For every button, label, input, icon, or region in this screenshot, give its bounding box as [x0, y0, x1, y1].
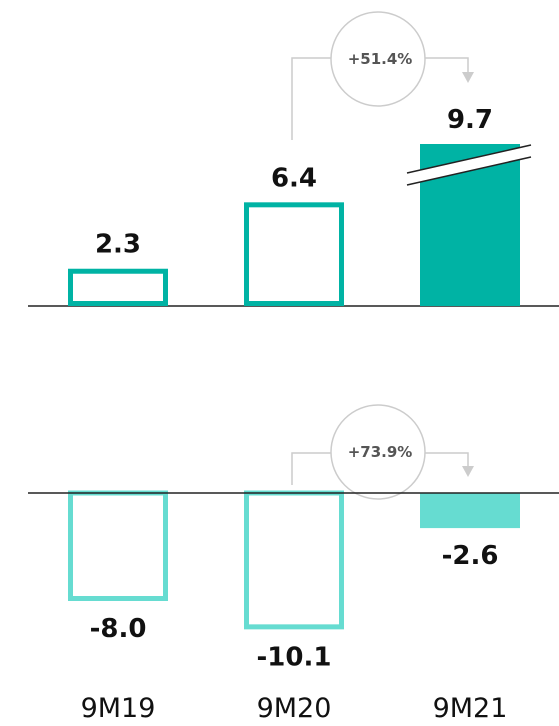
growth-label-bottom: +73.9% — [348, 443, 413, 461]
value-label-top-9m20: 6.4 — [271, 163, 317, 193]
x-label-9m19: 9M19 — [81, 693, 156, 724]
value-label-bottom-9m19: -8.0 — [90, 614, 147, 644]
growth-connector-top: +51.4% — [291, 11, 474, 140]
axis-break-marker — [406, 144, 532, 186]
x-axis-labels: 9M19 9M20 9M21 — [81, 693, 508, 724]
growth-arrow-top — [462, 72, 474, 83]
bar-top-9m20 — [244, 202, 344, 307]
x-label-9m20: 9M20 — [257, 693, 332, 724]
bar-bottom-9m20 — [244, 490, 344, 630]
x-label-9m21: 9M21 — [433, 693, 508, 724]
growth-connector-bottom: +73.9% — [291, 404, 474, 500]
growth-label-top: +51.4% — [348, 50, 413, 68]
bar-bottom-9m21 — [420, 493, 520, 529]
value-label-top-9m21: 9.7 — [447, 105, 493, 135]
growth-circle-bottom — [330, 404, 426, 500]
bar-top-9m19 — [68, 268, 168, 306]
growth-circle-top — [330, 11, 426, 107]
value-label-bottom-9m21: -2.6 — [442, 541, 499, 571]
value-label-top-9m19: 2.3 — [95, 230, 141, 260]
bar-bottom-9m19 — [68, 490, 168, 601]
chart-panel-bottom: +73.9% -8.0 -10.1 -2.6 — [28, 404, 559, 672]
chart-panel-top: +51.4% 2.3 6.4 9.7 — [28, 11, 559, 307]
value-label-bottom-9m20: -10.1 — [257, 642, 332, 672]
growth-arrow-bottom — [462, 466, 474, 477]
